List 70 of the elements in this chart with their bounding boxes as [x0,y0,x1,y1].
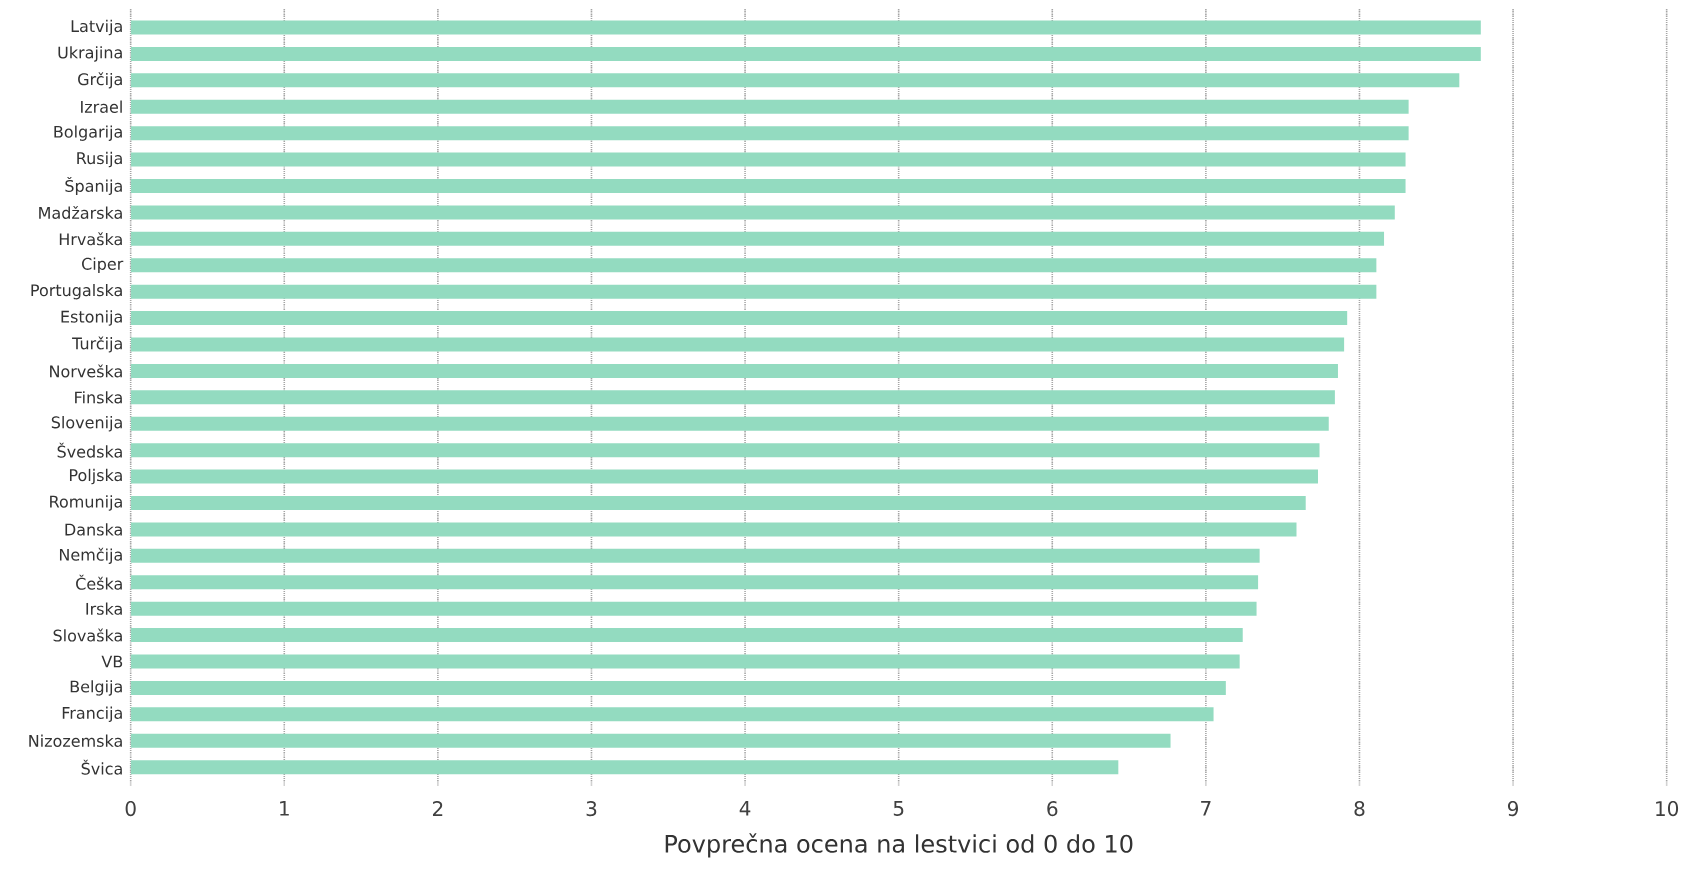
bar [130,416,1329,431]
y-tick-label: Turčija [72,336,122,353]
bar [130,46,1481,61]
bar [130,99,1409,114]
x-tick-label: 2 [432,801,443,816]
x-tick-label: 10 [1656,801,1679,817]
y-tick-label: Francija [62,706,122,723]
x-tick-label: 9 [1507,801,1519,817]
bar [130,126,1409,141]
bar [130,680,1226,695]
x-tick-label: 3 [586,801,597,817]
y-tick-label: Irska [86,602,122,615]
bar [130,548,1260,563]
bar [130,601,1257,616]
x-tick-label: 0 [125,801,136,817]
y-tick-label: Belgija [70,680,122,696]
x-tick-label: 4 [739,801,751,816]
y-tick-label: Danska [65,523,122,536]
y-tick-label: Slovaška [53,628,122,642]
bar [130,707,1214,722]
y-tick-label: Ukrajina [58,46,122,62]
y-tick-label: Hrvaška [59,232,122,246]
y-tick-label: Estonija [61,310,122,326]
y-tick-label: Finska [75,391,122,404]
bar [130,178,1406,193]
y-tick-label: Nemčija [59,547,122,564]
y-tick-label: Švica [81,759,122,775]
bar [130,733,1171,748]
bar [130,231,1385,246]
y-tick-label: VB [101,655,123,668]
x-tick-label: 1 [280,801,289,816]
bar [130,73,1460,88]
y-tick-label: Poljska [69,468,122,485]
bar [130,443,1320,458]
bar [130,390,1335,405]
x-tick-label: 8 [1354,801,1365,817]
bar [130,20,1481,35]
y-tick-label: Portugalska [31,283,122,300]
y-tick-label: Romunija [50,495,122,511]
y-tick-label: Slovenija [51,416,122,432]
y-tick-label: Švedska [57,442,122,458]
bar [130,258,1377,273]
y-tick-label: Nizozemska [29,734,122,747]
y-tick-label: Španija [65,176,122,196]
bar [130,337,1345,352]
y-tick-label: Grčija [78,72,122,89]
y-tick-label: Češka [76,574,122,590]
bar [130,284,1377,299]
bar [130,654,1240,669]
y-tick-label: Latvija [71,19,122,36]
bar [130,363,1338,378]
x-tick-label: 5 [893,801,904,816]
bar [130,311,1348,326]
x-axis-title: Povprečna ocena na lestvici od 0 do 10 [665,833,1133,858]
y-tick-label: Izrael [81,100,122,113]
bar [130,469,1318,484]
bar [130,522,1297,537]
bar [130,628,1243,643]
bar [130,496,1306,510]
bar [130,760,1119,775]
y-tick-label: Ciper [82,257,124,273]
x-tick-label: 7 [1201,801,1211,816]
bar [130,152,1406,167]
x-tick-label: 6 [1047,801,1058,817]
bar [130,205,1395,220]
y-tick-label: Norveška [50,364,122,378]
y-tick-label: Rusija [77,151,122,168]
y-tick-label: Bolgarija [54,125,122,141]
y-tick-label: Madžarska [39,205,122,219]
bar [130,575,1259,590]
